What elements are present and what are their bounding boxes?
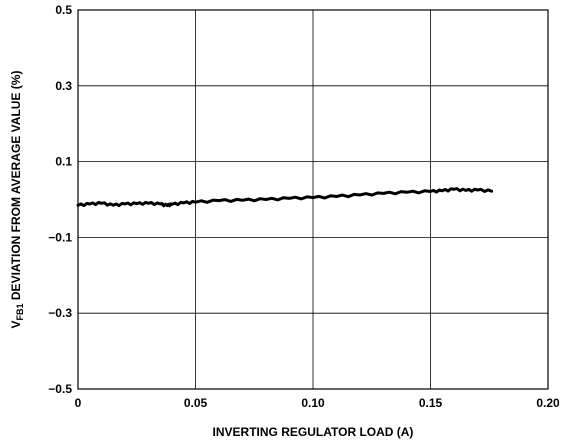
series-line [76,187,494,208]
y-axis-label-subscript: FB1 [15,303,25,320]
y-tick-label: −0.1 [48,230,72,244]
y-axis-label-prefix: V [9,320,23,328]
y-tick-label: −0.5 [48,382,72,396]
x-axis-label: INVERTING REGULATOR LOAD (A) [213,425,414,439]
x-tick-label: 0.15 [419,396,443,410]
y-axis-label-rest: DEVIATION FROM AVERAGE VALUE (%) [9,71,23,304]
grid-lines [77,9,549,390]
y-tick-label: 0.1 [55,155,72,169]
y-tick-label: 0.5 [55,3,72,17]
x-tick-label: 0.10 [301,396,325,410]
x-tick-label: 0 [75,396,82,410]
y-tick-label: −0.3 [48,306,72,320]
plot-frame [77,9,549,390]
y-tick-label: 0.3 [55,79,72,93]
x-tick-labels: 0 0.05 0.10 0.15 0.20 [75,396,560,410]
x-tick-label: 0.05 [184,396,208,410]
x-tick-label: 0.20 [536,396,560,410]
y-tick-labels: 0.5 0.3 0.1 −0.1 −0.3 −0.5 [48,3,72,396]
y-axis-label: VFB1 DEVIATION FROM AVERAGE VALUE (%) [9,71,25,329]
